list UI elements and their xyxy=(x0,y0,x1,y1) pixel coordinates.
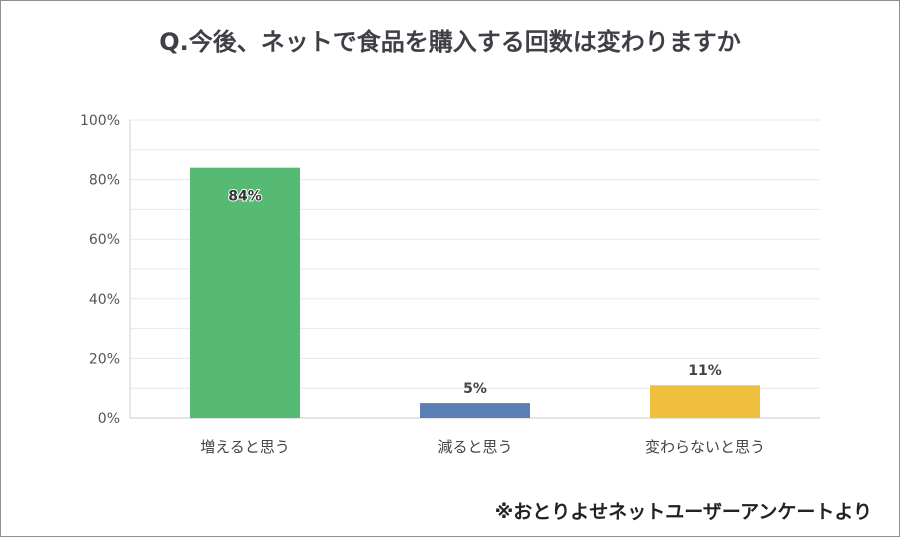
data-label: 84% xyxy=(228,189,262,205)
data-labels: 84% 5% 11% xyxy=(227,188,722,397)
data-label: 5% xyxy=(463,381,487,397)
y-tick-label: 80% xyxy=(89,173,120,189)
x-tick-label: 変わらないと思う xyxy=(645,438,765,456)
source-note: ※おとりよせネットユーザーアンケートより xyxy=(494,501,872,523)
y-tick-labels: 0% 20% 40% 60% 80% 100% xyxy=(80,113,120,427)
chart-title: Q.今後、ネットで食品を購入する回数は変わりますか xyxy=(159,28,741,56)
y-tick-label: 60% xyxy=(89,232,120,248)
y-tick-label: 20% xyxy=(89,351,120,367)
bar xyxy=(650,385,760,418)
bar xyxy=(190,167,300,418)
y-tick-label: 100% xyxy=(80,113,120,129)
data-label: 11% xyxy=(688,363,722,379)
bars xyxy=(190,167,760,418)
x-tick-label: 増えると思う xyxy=(200,438,290,456)
y-tick-label: 40% xyxy=(89,292,120,308)
y-tick-label: 0% xyxy=(98,411,120,427)
x-tick-label: 減ると思う xyxy=(437,438,512,456)
bar xyxy=(420,403,530,418)
x-tick-labels: 増えると思う 減ると思う 変わらないと思う xyxy=(200,438,765,456)
